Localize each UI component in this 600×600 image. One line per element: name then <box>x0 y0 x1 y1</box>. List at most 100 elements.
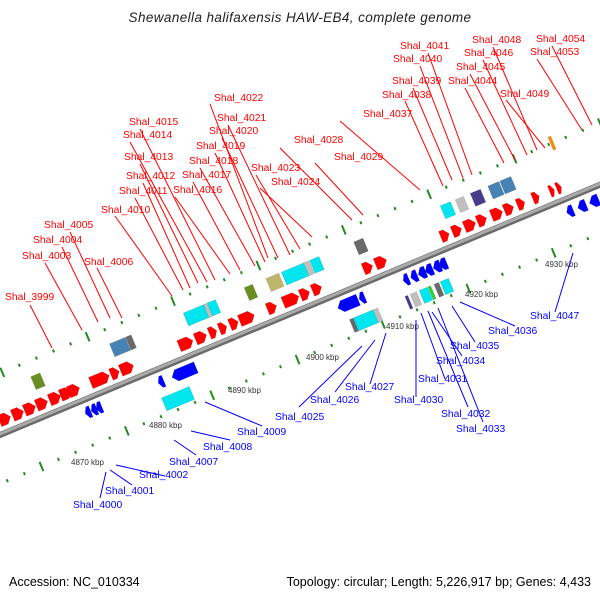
gene-label[interactable]: Shal_4002 <box>139 470 189 481</box>
feature-shape <box>547 135 557 151</box>
forward-arrow-shape <box>9 407 24 422</box>
scale-tick-lower <box>586 236 590 241</box>
gene-label[interactable]: Shal_4030 <box>394 395 444 406</box>
tick-mark <box>465 283 472 294</box>
tick-mark <box>69 342 73 346</box>
gene-arrow <box>206 326 218 340</box>
gene-label[interactable]: Shal_4034 <box>436 356 486 367</box>
feature-shape <box>439 201 457 220</box>
gene-label[interactable]: Shal_4004 <box>33 235 83 246</box>
forward-arrow-shape <box>360 261 373 276</box>
gene-leader-line <box>469 73 516 161</box>
gene-leader-line <box>554 252 574 313</box>
feature-shape <box>427 285 437 301</box>
gene-label[interactable]: Shal_4006 <box>84 257 134 268</box>
gene-leader-line <box>464 87 505 164</box>
gene-label[interactable]: Shal_4054 <box>536 34 586 45</box>
scale-tick-upper <box>170 296 176 307</box>
feature-box <box>182 303 212 327</box>
gene-label[interactable]: Shal_4027 <box>345 382 395 393</box>
gene-label[interactable]: Shal_4008 <box>203 442 253 453</box>
tick-mark <box>170 296 176 307</box>
gene-label[interactable]: Shal_4021 <box>217 113 267 124</box>
scale-tick-lower <box>518 265 522 269</box>
feature-box <box>30 372 46 391</box>
gene-label[interactable]: Shal_4025 <box>275 412 325 423</box>
gene-label[interactable]: Shal_4005 <box>44 220 94 231</box>
gene-label[interactable]: Shal_3999 <box>5 292 55 303</box>
feature-box <box>280 261 312 286</box>
gene-label[interactable]: Shal_4012 <box>126 171 176 182</box>
gene-arrow <box>360 261 373 276</box>
feature-shape <box>206 299 222 317</box>
gene-arrow <box>280 292 300 309</box>
gene-label[interactable]: Shal_4024 <box>271 177 321 188</box>
tick-mark <box>222 277 226 282</box>
gene-label[interactable]: Shal_4017 <box>182 170 232 181</box>
gene-label[interactable]: Shal_4041 <box>400 41 450 52</box>
gene-label[interactable]: Shal_4029 <box>334 152 384 163</box>
gene-label[interactable]: Shal_4038 <box>382 90 432 101</box>
gene-label[interactable]: Shal_4035 <box>450 341 500 352</box>
gene-label[interactable]: Shal_4009 <box>237 427 287 438</box>
gene-label[interactable]: Shal_4037 <box>363 109 413 120</box>
gene-label[interactable]: Shal_4022 <box>214 93 264 104</box>
gene-label[interactable]: Shal_4040 <box>393 54 443 65</box>
gene-leader-line <box>139 163 199 284</box>
forward-arrow-shape <box>501 202 514 217</box>
gene-label[interactable]: Shal_4013 <box>124 152 174 163</box>
tick-mark <box>227 386 231 390</box>
gene-label[interactable]: Shal_4044 <box>448 76 498 87</box>
forward-arrow-shape <box>236 310 255 327</box>
gene-leader-line <box>142 182 191 289</box>
gene-label[interactable]: Shal_4049 <box>500 89 550 100</box>
topology-text: Topology: circular; Length: 5,226,917 bp… <box>286 575 591 589</box>
scale-tick-lower <box>209 390 216 401</box>
gene-label[interactable]: Shal_4003 <box>22 251 72 262</box>
gene-label[interactable]: Shal_4036 <box>488 326 538 337</box>
forward-arrow-shape <box>297 287 310 302</box>
gene-label[interactable]: Shal_4007 <box>169 457 219 468</box>
gene-arrow <box>309 282 322 297</box>
gene-leader-line <box>451 305 476 343</box>
tick-mark <box>308 242 312 246</box>
gene-label[interactable]: Shal_4039 <box>392 76 442 87</box>
gene-label[interactable]: Shal_4014 <box>123 130 173 141</box>
tick-mark <box>535 258 539 262</box>
gene-label[interactable]: Shal_4019 <box>196 141 246 152</box>
gene-label[interactable]: Shal_4001 <box>105 486 155 497</box>
tick-mark <box>255 260 262 271</box>
scale-tick-lower <box>432 300 436 305</box>
gene-label[interactable]: Shal_4023 <box>251 163 301 174</box>
gene-label[interactable]: Shal_4045 <box>456 62 506 73</box>
gene-label[interactable]: Shal_4032 <box>441 409 491 420</box>
gene-label[interactable]: Shal_4026 <box>310 395 360 406</box>
scale-tick-upper <box>359 221 363 225</box>
tick-mark <box>154 306 158 311</box>
forward-arrow-shape <box>372 255 387 271</box>
scale-tick-lower <box>364 329 368 333</box>
feature-box <box>309 256 325 274</box>
gene-label[interactable]: Shal_4020 <box>209 126 259 137</box>
gene-label[interactable]: Shal_4048 <box>472 35 522 46</box>
gene-label[interactable]: Shal_4015 <box>129 117 179 128</box>
gene-leader-line <box>134 197 184 291</box>
gene-label[interactable]: Shal_4000 <box>73 500 123 511</box>
gene-label[interactable]: Shal_4047 <box>530 311 580 322</box>
gene-label[interactable]: Shal_4046 <box>464 48 514 59</box>
gene-label[interactable]: Shal_4028 <box>294 135 344 146</box>
gene-label[interactable]: Shal_4011 <box>119 186 168 197</box>
gene-arrow <box>337 293 361 313</box>
gene-leader-line <box>551 45 593 126</box>
gene-arrow <box>449 224 462 239</box>
gene-arrow <box>417 265 429 279</box>
feature-box <box>206 299 222 317</box>
gene-label[interactable]: Shal_4031 <box>418 374 468 385</box>
gene-label[interactable]: Shal_4018 <box>189 156 239 167</box>
gene-label[interactable]: Shal_4010 <box>101 205 151 216</box>
tick-mark <box>393 206 397 211</box>
tick-mark <box>340 224 347 235</box>
feature-box <box>243 283 259 302</box>
gene-label[interactable]: Shal_4033 <box>456 424 506 435</box>
